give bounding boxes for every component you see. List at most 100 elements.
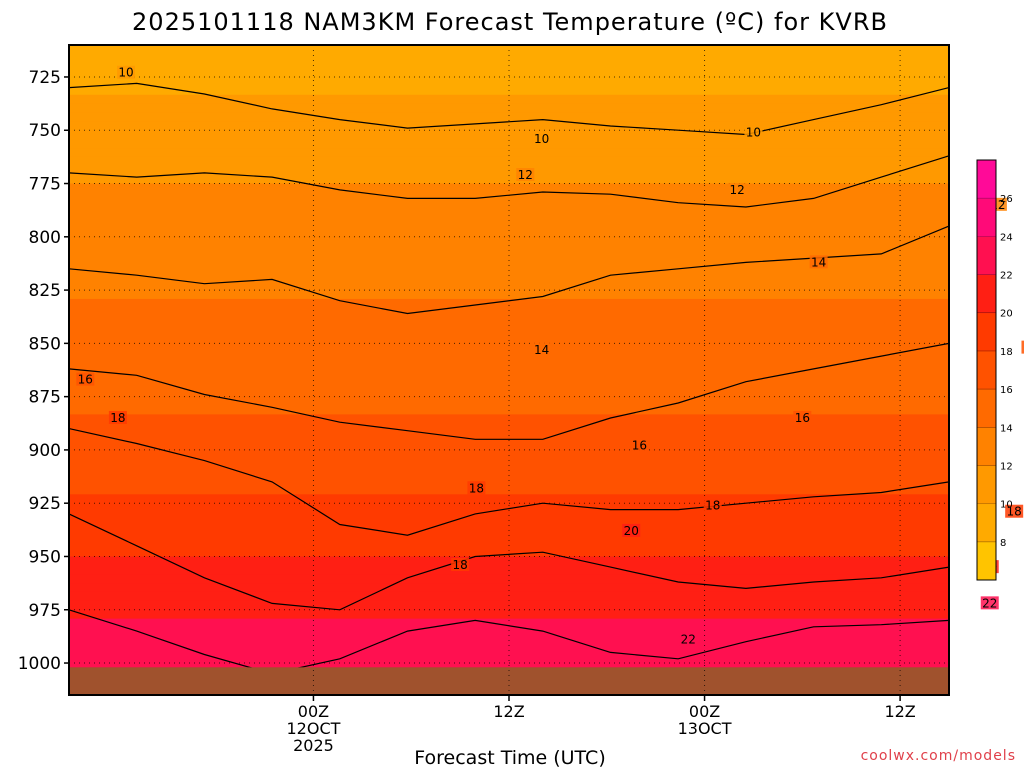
temperature-band (69, 476, 949, 487)
contour-label: 18 (705, 498, 720, 512)
colorbar-swatch (977, 312, 996, 352)
contour-label-bg (1021, 340, 1024, 354)
colorbar-swatch (977, 274, 996, 314)
temperature-band (69, 94, 949, 105)
contour-label: 22 (982, 596, 997, 610)
colorbar-swatch (977, 198, 996, 237)
temperature-band (69, 449, 949, 460)
x-axis: 00Z12OCT202512Z00Z13OCT12Z00Z14OCT (286, 695, 916, 755)
contour-label-bg (532, 342, 551, 356)
contour-label: 16 (1023, 341, 1024, 355)
x-tick-label: 2025 (293, 736, 334, 755)
temperature-band (69, 45, 949, 51)
contour-label-bg (467, 481, 486, 495)
colorbar-swatch (977, 465, 996, 505)
temperature-band (69, 156, 949, 167)
contour-label: 16 (78, 373, 93, 387)
temperature-band (69, 174, 949, 185)
contour-label-bg (108, 410, 127, 424)
colorbar-swatch (977, 389, 996, 428)
contour-label: 18 (452, 558, 467, 572)
contour-label-bg (703, 498, 722, 512)
colorbar-label: 24 (1000, 232, 1013, 243)
temperature-band (69, 458, 949, 469)
temperature-band (69, 387, 949, 398)
contour-label: 12 (730, 183, 745, 197)
temperature-band (69, 370, 949, 380)
colorbar-swatch (977, 541, 996, 581)
contour-label: 10 (534, 132, 549, 146)
y-tick-label: 975 (29, 601, 61, 621)
y-tick-label: 825 (29, 281, 61, 301)
contour-label-bg (809, 255, 828, 269)
temperature-band (69, 618, 949, 629)
temperature-band (69, 192, 949, 202)
y-tick-label: 800 (29, 228, 61, 248)
temperature-band (69, 55, 949, 62)
colorbar-swatch (977, 236, 996, 276)
temperature-band (69, 139, 949, 149)
temperature-band (69, 316, 949, 327)
y-tick-label: 925 (29, 494, 61, 514)
temperature-band (69, 396, 949, 407)
temperature-band (69, 298, 949, 309)
credit-link[interactable]: coolwx.com/models (861, 748, 1016, 764)
temperature-band (69, 636, 949, 646)
temperature-band (69, 591, 949, 602)
temperature-band (69, 627, 949, 637)
x-tick-label: 00Z (689, 702, 720, 721)
colorbar-label: 12 (1000, 461, 1013, 472)
contour-label-bg (622, 523, 641, 537)
y-tick-label: 850 (29, 334, 61, 354)
temperature-band (69, 103, 949, 114)
temperature-band (69, 432, 949, 442)
x-tick-label: 00Z (298, 702, 329, 721)
x-tick-label: 12Z (493, 702, 524, 721)
y-tick-label: 950 (29, 547, 61, 567)
contour-label: 12 (518, 168, 533, 182)
temperature-band (69, 60, 949, 67)
contour-label-bg (793, 410, 812, 424)
contour-label-bg (679, 632, 698, 646)
temperature-band (69, 352, 949, 362)
colorbar-label: 26 (1000, 194, 1013, 205)
colorbar-swatch (977, 503, 996, 543)
colorbar-label: 16 (1000, 385, 1013, 396)
temperature-band (69, 529, 949, 540)
temperature-band (69, 148, 949, 158)
temperature-band (69, 201, 949, 211)
temperature-band (69, 307, 949, 318)
x-tick-label: 12Z (884, 702, 915, 721)
contour-label: 20 (624, 524, 639, 538)
colorbar-label: 8 (1000, 538, 1006, 549)
temperature-band (69, 236, 949, 247)
colorbar-swatch (977, 427, 996, 466)
colorbar-label: 20 (1000, 309, 1013, 320)
temperature-band (69, 423, 949, 433)
temperature-band (69, 538, 949, 549)
colorbar: 8 10 12 14 16 18 20 22 24 26 (976, 159, 1013, 581)
contour-label-bg (516, 168, 535, 181)
colorbar-label: 14 (1000, 423, 1013, 434)
colorbar-swatch (977, 350, 996, 390)
temperature-band (69, 503, 949, 513)
isotherm-16 (68, 342, 950, 440)
temperature-band (69, 494, 949, 504)
contour-label: 10 (118, 66, 133, 80)
isotherm-18 (68, 428, 950, 536)
temperature-band (69, 50, 949, 57)
temperature-band (69, 378, 949, 389)
contour-label-bg (744, 125, 763, 139)
colorbar-label: 22 (1000, 271, 1013, 282)
temperature-band (69, 121, 949, 131)
temperature-band (69, 609, 949, 620)
temperature-band (69, 71, 949, 78)
temperature-band (69, 263, 949, 273)
y-axis: 725 750 775 800 825 850 875 900 925 950 975 1000 (18, 68, 69, 674)
contour-label: 18 (1007, 505, 1022, 519)
contour-label-bg (76, 372, 95, 386)
isotherm-20 (68, 513, 950, 611)
temperature-band (69, 66, 949, 73)
temperature-band (69, 130, 949, 140)
